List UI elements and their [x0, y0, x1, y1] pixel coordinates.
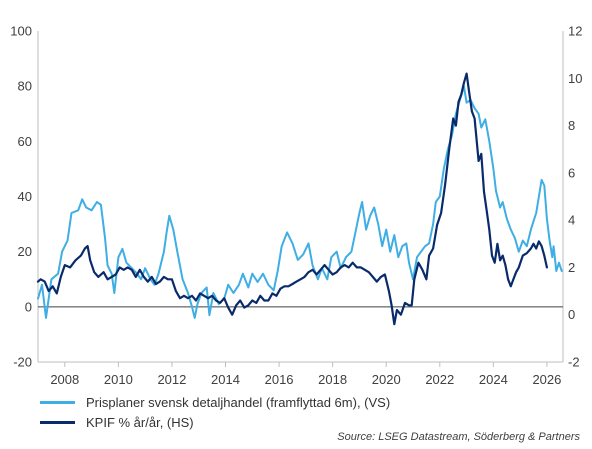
x-tick-label: 2020	[372, 372, 401, 387]
x-tick-label: 2016	[265, 372, 294, 387]
x-tick-label: 2022	[425, 372, 454, 387]
y-left-tick-label: 0	[25, 299, 32, 314]
chart-series-layer	[36, 72, 563, 326]
y-left-tick-label: 100	[10, 24, 32, 39]
y-left-tick-label: 20	[18, 244, 32, 259]
x-tick-label: 2012	[157, 372, 186, 387]
y-right-tick-label: 8	[568, 118, 575, 133]
y-left-tick-label: 60	[18, 134, 32, 149]
legend-label-kpif: KPIF % år/år, (HS)	[86, 414, 194, 430]
y-right-tick-label: 12	[568, 24, 582, 39]
series-line-prisplaner	[37, 85, 563, 319]
legend-swatch-kpif	[40, 420, 75, 424]
x-tick-label: 2008	[50, 372, 79, 387]
y-left-tick-label: -20	[13, 355, 32, 370]
x-tick-label: 2024	[479, 372, 508, 387]
x-tick-label: 2010	[104, 372, 133, 387]
x-tick-label: 2018	[318, 372, 347, 387]
y-right-tick-label: 4	[568, 213, 575, 228]
y-right-tick-label: 6	[568, 165, 575, 180]
y-right-tick-label: 0	[568, 307, 575, 322]
x-tick-label: 2026	[532, 372, 561, 387]
x-tick-label: 2014	[211, 372, 240, 387]
legend-item-kpif: KPIF % år/år, (HS)	[40, 412, 390, 432]
series-line-kpif	[36, 72, 548, 326]
y-right-tick-label: 10	[568, 71, 582, 86]
y-left-tick-label: 40	[18, 189, 32, 204]
legend-swatch-prisplaner	[40, 400, 75, 404]
legend-item-prisplaner: Prisplaner svensk detaljhandel (framflyt…	[40, 392, 390, 412]
source-note: Source: LSEG Datastream, Söderberg & Par…	[337, 431, 580, 443]
y-left-tick-label: 80	[18, 79, 32, 94]
chart-legend: Prisplaner svensk detaljhandel (framflyt…	[40, 392, 390, 432]
y-right-tick-label: 2	[568, 260, 575, 275]
y-right-tick-label: -2	[568, 355, 580, 370]
legend-label-prisplaner: Prisplaner svensk detaljhandel (framflyt…	[86, 394, 391, 410]
